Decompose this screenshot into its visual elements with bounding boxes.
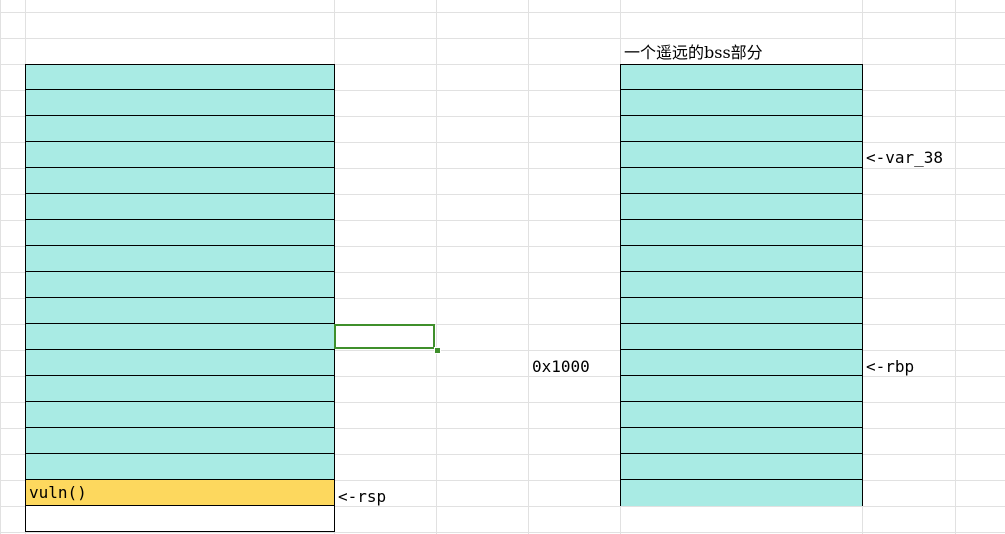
bss-slot: [620, 168, 863, 194]
bss-slot: [620, 402, 863, 428]
grid-column-line: [436, 0, 437, 534]
stack-slot: [25, 168, 335, 194]
bss-slot: [620, 298, 863, 324]
rsp-pointer-label: <-rsp: [338, 487, 387, 506]
var-38-pointer-label: <-var_38: [866, 148, 944, 167]
bss-slot: [620, 142, 863, 168]
bss-slot: [620, 428, 863, 454]
bss-slot: [620, 220, 863, 246]
bss-slot: [620, 324, 863, 350]
stack-slot: [25, 272, 335, 298]
bss-slot: [620, 246, 863, 272]
offset-value: 0x1000: [532, 357, 590, 376]
stack-slot: [25, 376, 335, 402]
bss-slot: [620, 350, 863, 376]
stack-slot: [25, 454, 335, 480]
stack-slot: [25, 350, 335, 376]
bss-section-title: 一个遥远的bss部分: [624, 43, 763, 62]
stack-slot-empty: [25, 506, 335, 532]
rbp-pointer-label: <-rbp: [866, 357, 915, 376]
bss-slot: [620, 376, 863, 402]
bss-slot: [620, 454, 863, 480]
stack-slot: [25, 246, 335, 272]
vuln-return-slot: vuln(): [25, 480, 335, 506]
stack-slot: [25, 142, 335, 168]
stack-slot: [25, 428, 335, 454]
stack-slot: [25, 220, 335, 246]
stack-slot: [25, 90, 335, 116]
bss-slot: [620, 480, 863, 506]
stack-frame-right: [620, 64, 863, 506]
stack-slot: [25, 298, 335, 324]
bss-slot: [620, 64, 863, 90]
grid-column-line: [955, 0, 956, 534]
stack-slot: [25, 324, 335, 350]
bss-slot: [620, 116, 863, 142]
grid-column-line: [528, 0, 529, 534]
selected-cell[interactable]: [334, 324, 435, 349]
bss-slot: [620, 90, 863, 116]
stack-frame-left: vuln(): [25, 64, 335, 532]
bss-slot: [620, 194, 863, 220]
stack-slot: [25, 402, 335, 428]
stack-slot: [25, 116, 335, 142]
fill-handle[interactable]: [434, 347, 441, 354]
stack-slot: [25, 64, 335, 90]
bss-slot: [620, 272, 863, 298]
stack-slot: [25, 194, 335, 220]
